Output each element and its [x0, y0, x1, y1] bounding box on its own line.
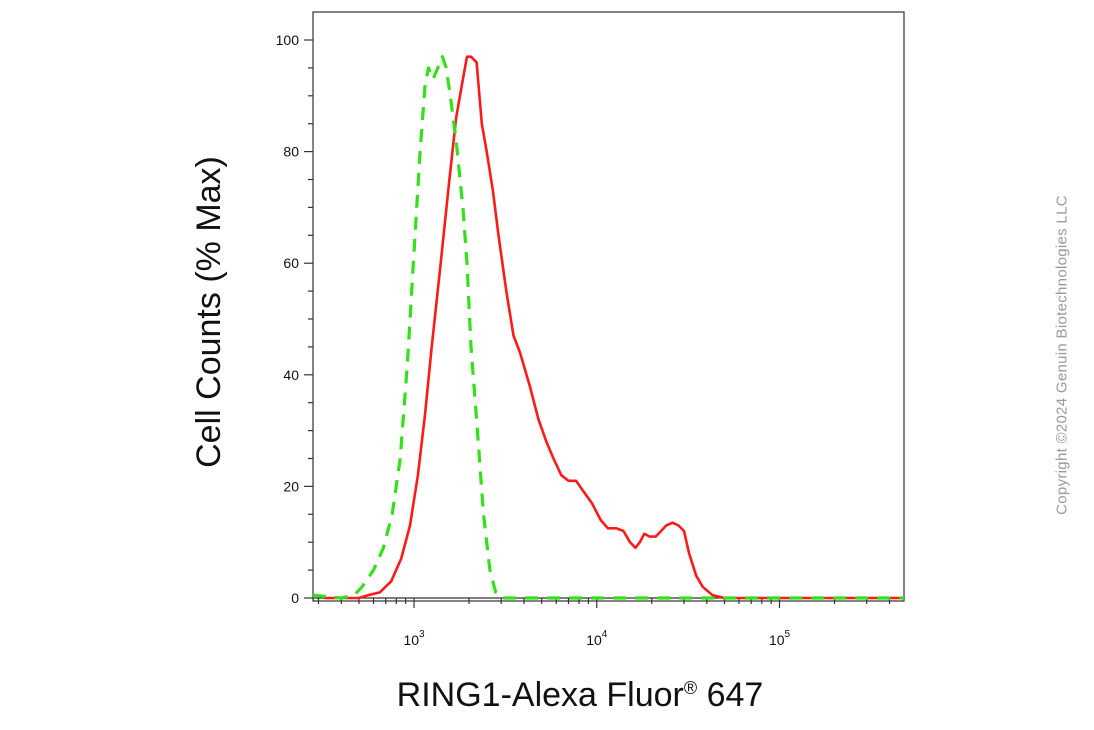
y-axis: 0 20 40 60 80 100 — [276, 32, 313, 606]
x-axis-title-tail: 647 — [697, 676, 763, 714]
x-axis-title-main: RING1-Alexa Fluor — [397, 676, 684, 714]
y-tick-label: 80 — [283, 144, 299, 160]
control-histogram-line — [312, 55, 904, 600]
sample-histogram-line — [323, 55, 904, 600]
y-tick-label: 0 — [291, 590, 299, 606]
x-tick-label: 103 — [403, 629, 425, 648]
x-axis: 103 104 105 — [313, 597, 904, 648]
y-tick-label: 60 — [283, 255, 299, 271]
x-tick-label: 105 — [769, 629, 791, 648]
copyright-watermark: Copyright ©2024 Genuin Biotechnologies L… — [1053, 195, 1071, 515]
y-tick-label: 20 — [283, 478, 299, 494]
x-axis-title-registered-mark: ® — [684, 678, 697, 698]
x-tick-label: 104 — [586, 629, 608, 648]
series-layer — [312, 55, 904, 600]
y-tick-label: 100 — [276, 32, 300, 48]
x-axis-title: RING1-Alexa Fluor® 647 — [397, 676, 764, 714]
y-axis-title: Cell Counts (% Max) — [190, 156, 228, 468]
y-tick-label: 40 — [283, 367, 299, 383]
plot-frame — [312, 11, 905, 602]
